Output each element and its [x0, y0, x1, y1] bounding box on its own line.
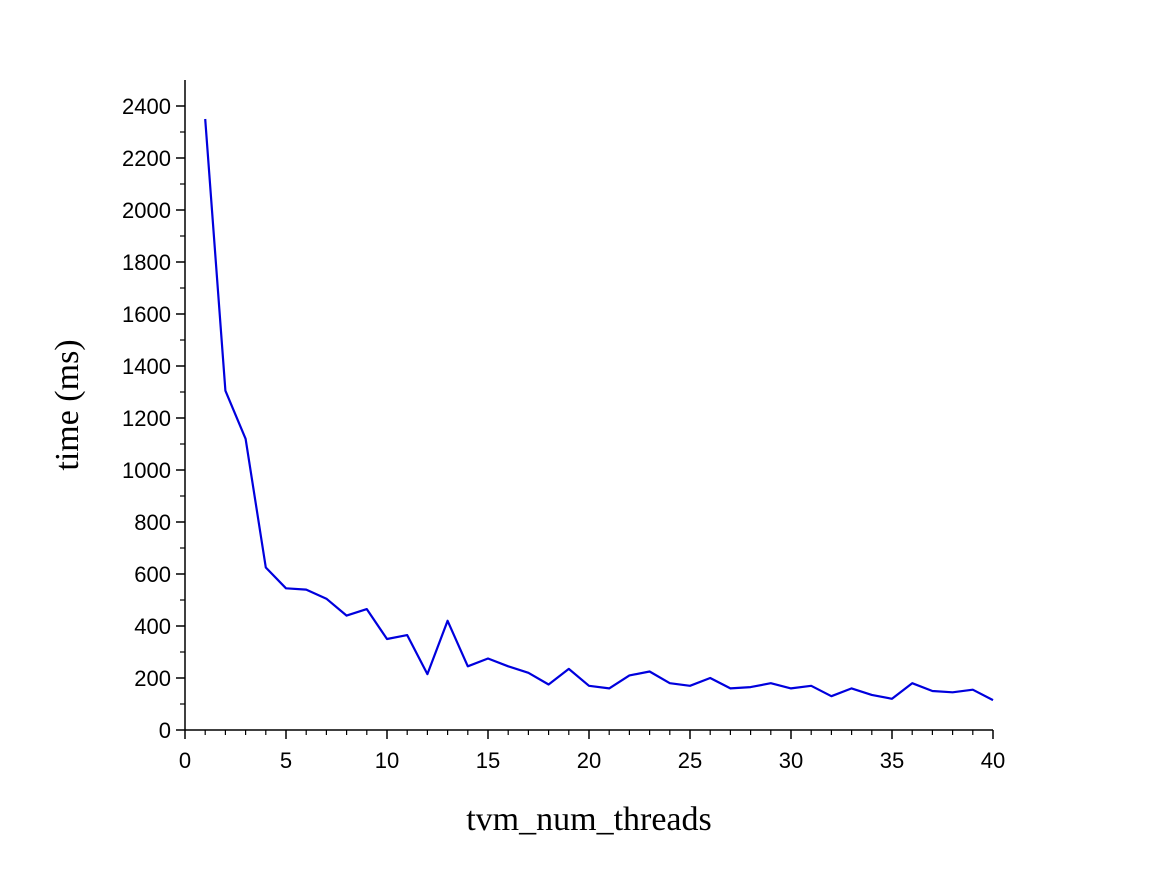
x-tick-label: 15: [476, 748, 500, 773]
y-tick-label: 2000: [122, 198, 171, 223]
x-tick-label: 5: [280, 748, 292, 773]
x-tick-label: 40: [981, 748, 1005, 773]
y-tick-label: 1400: [122, 354, 171, 379]
y-tick-label: 2200: [122, 146, 171, 171]
y-tick-label: 1800: [122, 250, 171, 275]
y-tick-label: 2400: [122, 94, 171, 119]
x-tick-label: 25: [678, 748, 702, 773]
x-tick-label: 0: [179, 748, 191, 773]
y-tick-label: 800: [134, 510, 171, 535]
axes: [184, 80, 993, 731]
y-axis-title: time (ms): [49, 339, 86, 470]
y-tick-label: 200: [134, 666, 171, 691]
series-line-0: [204, 118, 994, 702]
x-tick-label: 20: [577, 748, 601, 773]
y-tick-label: 400: [134, 614, 171, 639]
y-tick-label: 1600: [122, 302, 171, 327]
x-axis-title: tvm_num_threads: [466, 801, 712, 838]
y-tick-label: 0: [159, 718, 171, 743]
y-tick-label: 600: [134, 562, 171, 587]
series-layer: [204, 118, 994, 702]
x-tick-label: 35: [880, 748, 904, 773]
y-tick-label: 1000: [122, 458, 171, 483]
x-tick-label: 10: [375, 748, 399, 773]
x-tick-label: 30: [779, 748, 803, 773]
ticks: 0200400600800100012001400160018002000220…: [122, 94, 1005, 773]
y-tick-label: 1200: [122, 406, 171, 431]
